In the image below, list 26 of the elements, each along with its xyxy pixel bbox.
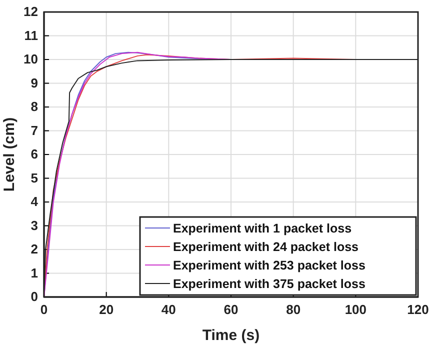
legend-label: Experiment with 375 packet loss [173,277,366,291]
y-tick-label: 10 [24,52,38,67]
x-tick-label: 80 [286,302,301,318]
y-tick-label: 6 [30,146,38,162]
y-tick-label: 8 [30,99,38,114]
y-tick-label: 12 [24,4,38,20]
y-tick-label: 3 [30,218,38,233]
y-tick-label: 5 [30,170,38,186]
y-tick-label: 7 [30,122,38,138]
y-tick-label: 9 [30,75,38,90]
x-tick-label: 40 [161,302,176,318]
legend-label: Experiment with 24 packet loss [173,240,359,254]
y-tick-label: 1 [30,265,38,280]
y-tick-label: 4 [30,194,39,210]
y-tick-label: 0 [30,289,38,304]
legend-label: Experiment with 1 packet loss [173,222,352,236]
legend-label: Experiment with 253 packet loss [173,258,366,272]
x-tick-label: 20 [99,302,114,318]
y-tick-label: 2 [30,242,38,257]
x-tick-label: 0 [40,302,48,318]
x-tick-label: 100 [344,302,367,318]
y-axis-title: Level (cm) [1,117,18,192]
x-tick-label: 120 [407,302,429,318]
x-tick-label: 60 [224,302,238,318]
y-tick-label: 11 [24,28,38,43]
x-axis-title: Time (s) [202,327,260,344]
